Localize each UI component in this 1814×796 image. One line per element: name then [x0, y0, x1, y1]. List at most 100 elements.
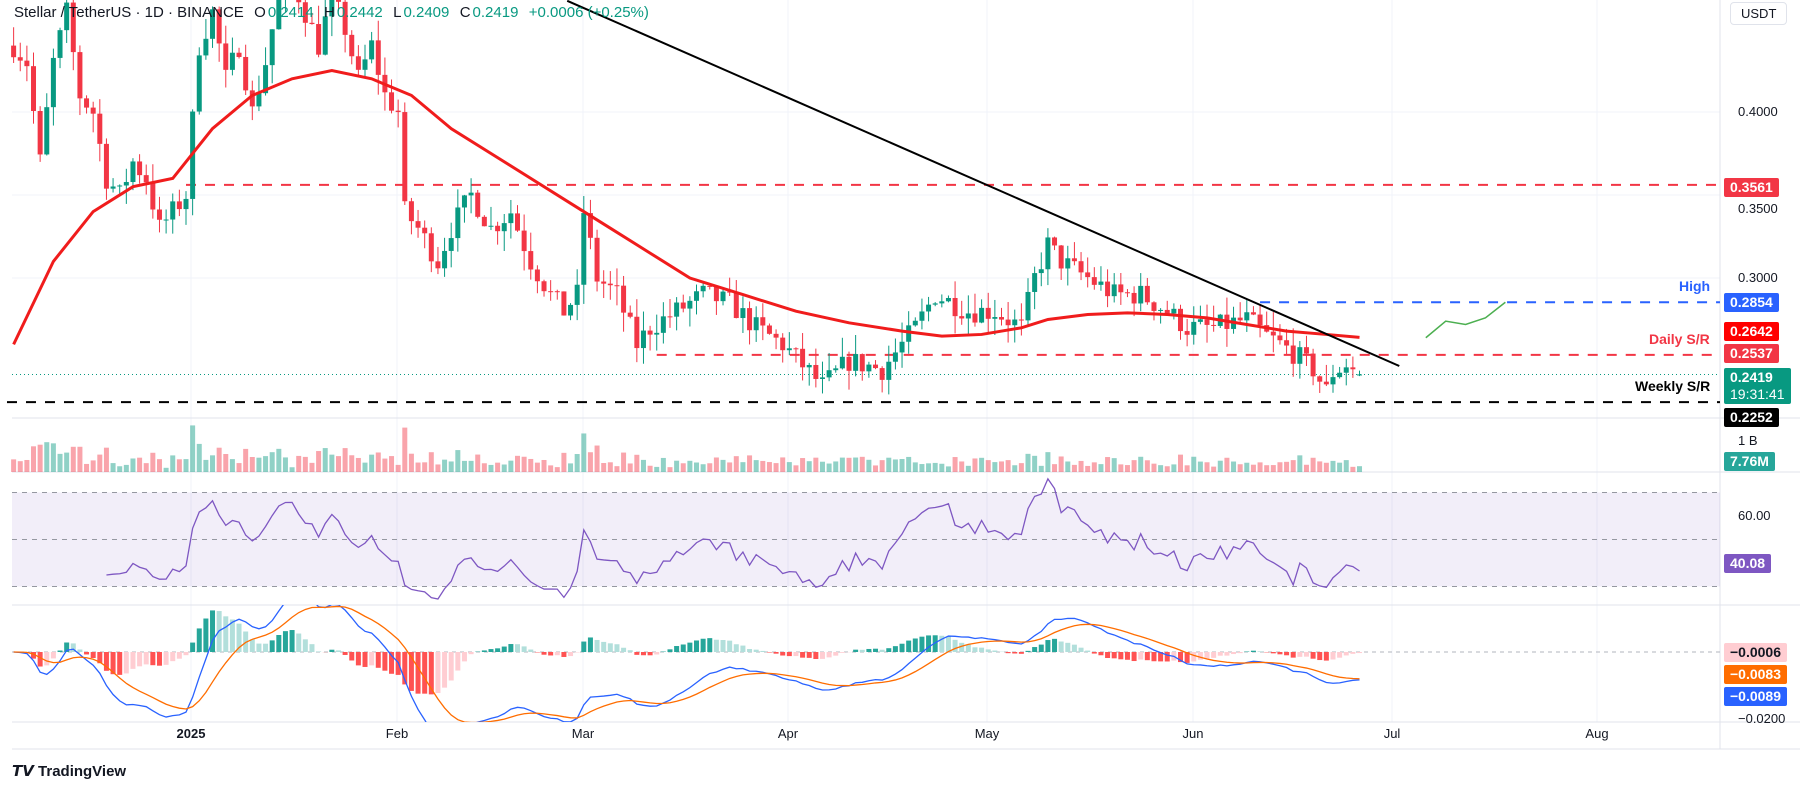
macd-histogram-bar: [912, 638, 918, 652]
candle-body: [296, 0, 302, 3]
macd-histogram-bar: [720, 640, 726, 652]
volume-bar: [488, 464, 494, 472]
high-price-badge: 0.2854: [1724, 293, 1779, 313]
macd-histogram-bar: [130, 652, 136, 669]
candle-body: [534, 269, 540, 282]
volume-bar: [1085, 465, 1091, 472]
volume-bar: [647, 465, 653, 472]
macd-histogram-bar: [985, 649, 991, 652]
volume-bar: [932, 462, 938, 472]
macd-histogram-bar: [408, 652, 414, 691]
macd-signal-line: [13, 605, 1360, 722]
volume-bar: [1052, 464, 1058, 472]
macd-histogram-bar: [1217, 652, 1223, 656]
macd-histogram-bar: [342, 652, 348, 655]
macd-histogram-bar: [740, 645, 746, 652]
candle-body: [203, 38, 209, 56]
candle-body: [130, 161, 136, 183]
macd-histogram-bar: [1237, 652, 1243, 654]
macd-histogram-bar: [541, 652, 547, 655]
volume-bar: [97, 454, 103, 472]
volume-bar: [163, 467, 169, 472]
tradingview-logo[interactable]: 𝙏𝙑 TradingView: [12, 762, 126, 780]
volume-bar: [766, 462, 772, 472]
macd-histogram-bar: [1297, 652, 1303, 657]
candle-body: [793, 348, 799, 350]
macd-histogram-bar: [362, 652, 368, 667]
volume-bar: [866, 459, 872, 472]
candle-body: [747, 308, 753, 331]
macd-histogram-bar: [448, 652, 454, 681]
candle-body: [979, 307, 985, 323]
candle-body: [1085, 272, 1091, 278]
candle-body: [813, 364, 819, 379]
macd-histogram-bar: [932, 635, 938, 652]
volume-bar: [1277, 462, 1283, 472]
volume-bar: [1264, 465, 1270, 472]
macd-line: [13, 605, 1360, 722]
macd-histogram-bar: [839, 652, 845, 653]
candle-body: [1323, 381, 1329, 385]
volume-bar: [1237, 464, 1243, 472]
volume-bar: [819, 461, 825, 472]
volume-bar: [31, 446, 37, 472]
candle-body: [707, 285, 713, 287]
candle-body: [1290, 345, 1296, 364]
volume-bar: [959, 461, 965, 472]
macd-histogram-bar: [859, 649, 865, 652]
macd-histogram-bar: [210, 610, 216, 652]
candle-body: [1118, 284, 1124, 293]
candle-body: [50, 57, 56, 108]
candle-body: [965, 313, 971, 319]
volume-bar: [521, 456, 527, 472]
price-tick: 0.3000: [1738, 270, 1778, 285]
macd-histogram-bar: [369, 652, 375, 666]
volume-bar: [335, 456, 341, 472]
candle-body: [1250, 312, 1256, 315]
macd-histogram-bar: [873, 648, 879, 652]
volume-bar: [1350, 466, 1356, 472]
volume-bar: [190, 425, 196, 472]
volume-bar: [760, 460, 766, 472]
volume-bar: [879, 460, 885, 472]
candle-body: [720, 291, 726, 302]
candle-body: [985, 307, 991, 319]
candle-body: [1343, 367, 1349, 373]
macd-histogram-bar: [687, 642, 693, 652]
candle-body: [873, 364, 879, 369]
macd-histogram-bar: [236, 623, 242, 652]
macd-histogram-bar: [1144, 652, 1150, 661]
macd-histogram-bar: [780, 652, 786, 656]
volume-bar: [389, 456, 395, 472]
volume-bar: [1164, 466, 1170, 472]
candle-body: [568, 304, 574, 316]
candle-body: [11, 45, 17, 58]
macd-histogram-bar: [1158, 652, 1164, 662]
candle-body: [415, 221, 421, 228]
volume-bar: [607, 462, 613, 472]
time-label: Apr: [777, 726, 799, 741]
candle-body: [1025, 291, 1031, 321]
macd-histogram-bar: [1071, 644, 1077, 652]
candle-body: [461, 195, 467, 208]
macd-histogram-bar: [1065, 642, 1071, 652]
candle-body: [375, 40, 381, 75]
time-label: May: [974, 726, 1000, 741]
macd-histogram-bar: [1005, 652, 1011, 654]
volume-bar: [442, 459, 448, 472]
volume-bar: [806, 461, 812, 472]
macd-histogram-bar: [1343, 652, 1349, 656]
candle-body: [1237, 317, 1243, 321]
candle-body: [97, 113, 103, 144]
volume-bar: [103, 447, 109, 472]
macd-histogram-bar: [607, 643, 613, 652]
currency-button[interactable]: USDT: [1730, 2, 1788, 25]
volume-bar: [269, 452, 275, 472]
volume-bar: [640, 459, 646, 472]
volume-bar: [37, 444, 43, 472]
candle-body: [587, 213, 593, 238]
macd-histogram-bar: [1191, 652, 1197, 662]
candle-body: [322, 16, 328, 55]
volume-bar: [886, 457, 892, 472]
